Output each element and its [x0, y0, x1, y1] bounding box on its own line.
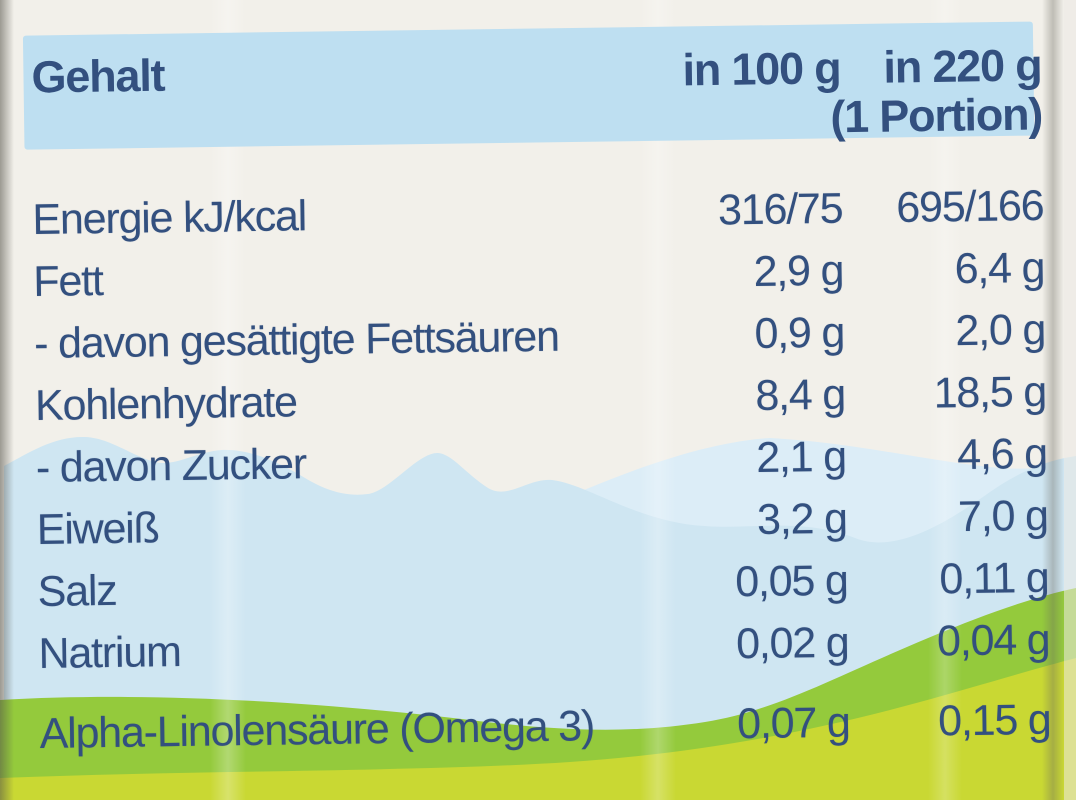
value-per-portion: 18,5 g — [933, 367, 1047, 418]
header-per-portion-line2: (1 Portion) — [829, 88, 1043, 143]
value-per-100g: 3,2 g — [756, 494, 848, 544]
header-nutrient-column: Gehalt — [31, 49, 165, 103]
value-per-portion: 0,11 g — [939, 553, 1049, 604]
value-per-100g: 0,05 g — [734, 556, 848, 607]
value-per-portion: 0,15 g — [937, 695, 1051, 746]
value-per-portion: 695/166 — [896, 181, 1044, 232]
header-per-100g-column: in 100 g — [682, 42, 841, 96]
nutrient-name: Fett — [33, 257, 103, 307]
value-per-portion: 7,0 g — [957, 491, 1049, 542]
value-per-portion: 4,6 g — [956, 429, 1048, 480]
value-per-100g: 0,02 g — [735, 618, 849, 669]
value-per-portion: 6,4 g — [954, 243, 1045, 294]
header-per-portion-line1: in 220 g — [883, 39, 1042, 93]
nutrient-name: Energie kJ/kcal — [32, 192, 307, 245]
header-per-portion-column: in 220 g (1 Portion) — [829, 39, 1043, 143]
nutrient-name: - davon gesättigte Fettsäuren — [33, 312, 560, 369]
table-body: Energie kJ/kcal 316/75 695/166 Fett 2,9 … — [0, 175, 1076, 766]
nutrient-name: Eiweiß — [36, 504, 159, 554]
table-row: Alpha-Linolensäure (Omega 3) 0,07 g 0,15… — [4, 689, 1076, 766]
jar-right-edge-shadow — [1042, 0, 1064, 800]
value-per-portion: 0,04 g — [936, 615, 1050, 666]
value-per-100g: 8,4 g — [755, 370, 846, 420]
value-per-100g: 0,07 g — [736, 698, 850, 749]
value-per-portion: 2,0 g — [955, 305, 1046, 356]
nutrient-name: - davon Zucker — [35, 440, 307, 493]
value-per-100g: 2,1 g — [755, 432, 847, 482]
nutrient-name: Alpha-Linolensäure (Omega 3) — [39, 702, 595, 758]
jar-right-edge-highlight — [1064, 0, 1076, 800]
value-per-100g: 2,9 g — [753, 246, 844, 296]
meadow-yellow-shape — [0, 658, 1076, 800]
value-per-100g: 316/75 — [717, 184, 843, 235]
value-per-100g: 0,9 g — [754, 308, 845, 358]
nutrient-name: Kohlenhydrate — [34, 378, 298, 431]
nutrient-name: Natrium — [38, 628, 181, 678]
nutrient-name: Salz — [37, 566, 117, 616]
jar-left-edge-shadow — [0, 0, 14, 800]
